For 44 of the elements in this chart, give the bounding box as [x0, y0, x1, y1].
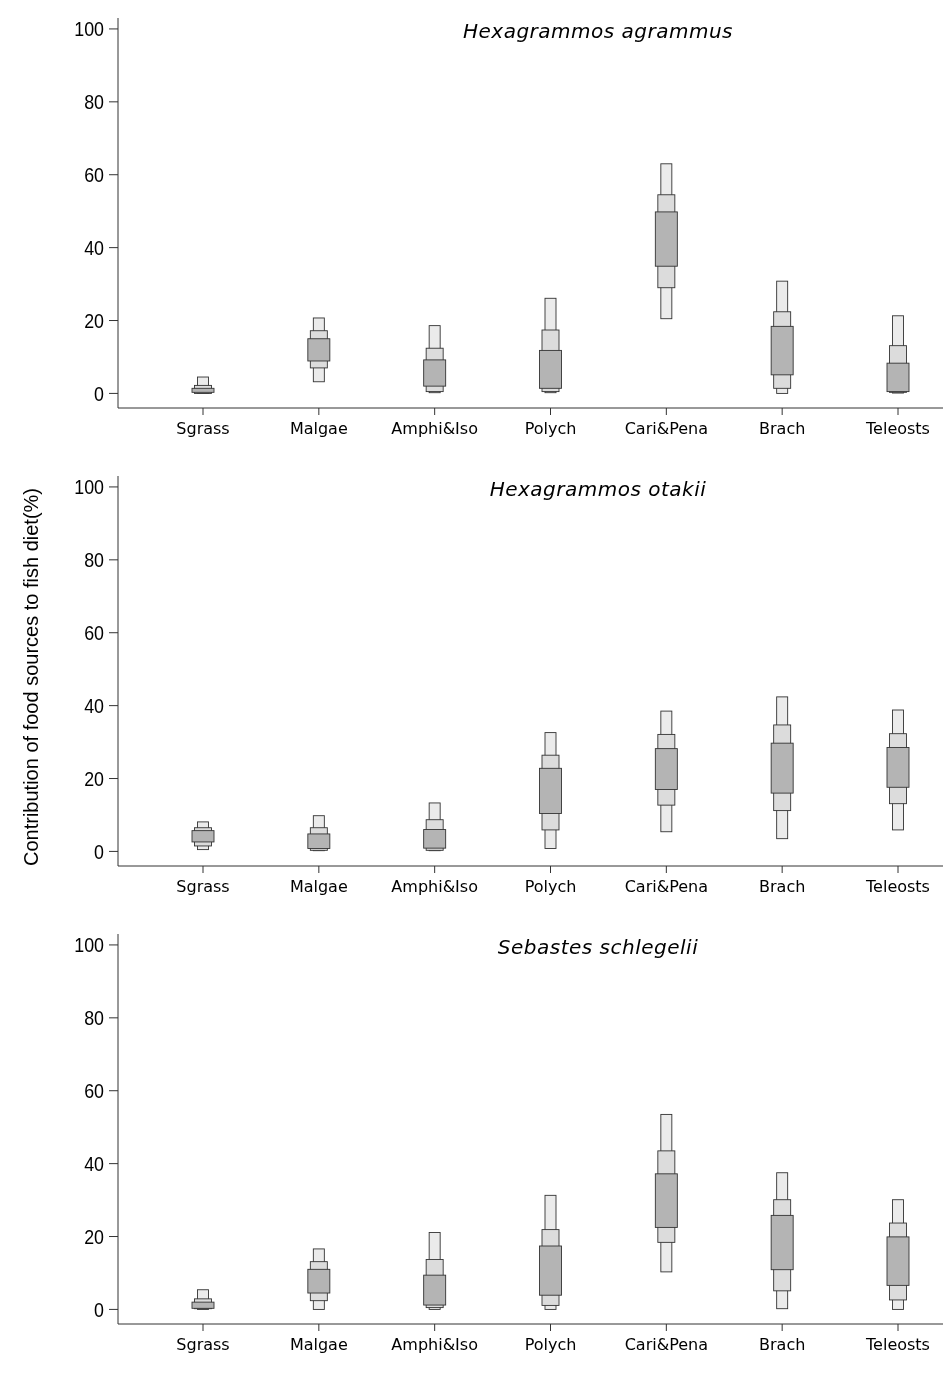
- chart-title: Hexagrammos otakii: [489, 477, 707, 501]
- y-tick-label: 40: [84, 1151, 105, 1176]
- y-tick-label: 20: [84, 308, 105, 333]
- x-tick-label: Teleosts: [865, 877, 930, 896]
- x-tick-label: Brach: [759, 419, 806, 438]
- x-tick-label: Amphi&Iso: [391, 877, 478, 896]
- x-tick-label: Cari&Pena: [624, 419, 709, 438]
- y-tick-label: 40: [84, 235, 105, 260]
- y-tick-label: 20: [84, 1224, 105, 1249]
- x-tick-label: Polych: [524, 1335, 577, 1354]
- y-tick-label: 60: [84, 162, 105, 187]
- x-tick-label: Malgae: [289, 877, 348, 896]
- y-axis-title: Contribution of food sources to fish diet(%): [20, 488, 42, 866]
- y-tick-label: 100: [74, 16, 105, 41]
- y-tick-label: 0: [94, 1297, 105, 1322]
- x-tick-label: Brach: [759, 877, 806, 896]
- y-tick-label: 100: [74, 474, 105, 499]
- x-tick-label: Brach: [759, 1335, 806, 1354]
- y-tick-label: 60: [84, 1078, 105, 1103]
- x-tick-label: Polych: [524, 419, 577, 438]
- y-tick-label: 0: [94, 839, 105, 864]
- x-tick-label: Malgae: [289, 1335, 348, 1354]
- y-tick-label: 20: [84, 766, 105, 791]
- x-tick-label: Teleosts: [865, 1335, 930, 1354]
- y-tick-label: 80: [84, 547, 105, 572]
- bar: [191, 830, 215, 843]
- x-tick-label: Sgrass: [176, 419, 230, 438]
- x-tick-label: Cari&Pena: [624, 877, 709, 896]
- y-tick-label: 80: [84, 1005, 105, 1030]
- y-tick-label: 80: [84, 89, 105, 114]
- y-tick-label: 40: [84, 693, 105, 718]
- x-tick-label: Amphi&Iso: [391, 1335, 478, 1354]
- chart-title: Hexagrammos agrammus: [462, 19, 734, 43]
- y-tick-label: 100: [74, 932, 105, 957]
- x-tick-label: Malgae: [289, 419, 348, 438]
- chart-title: Sebastes schlegelii: [497, 935, 699, 959]
- x-tick-label: Sgrass: [176, 1335, 230, 1354]
- y-tick-label: 60: [84, 620, 105, 645]
- x-tick-label: Cari&Pena: [624, 1335, 709, 1354]
- x-tick-label: Sgrass: [176, 877, 230, 896]
- x-tick-label: Teleosts: [865, 419, 930, 438]
- x-tick-label: Amphi&Iso: [391, 419, 478, 438]
- x-tick-label: Polych: [524, 877, 577, 896]
- y-tick-label: 0: [94, 381, 105, 406]
